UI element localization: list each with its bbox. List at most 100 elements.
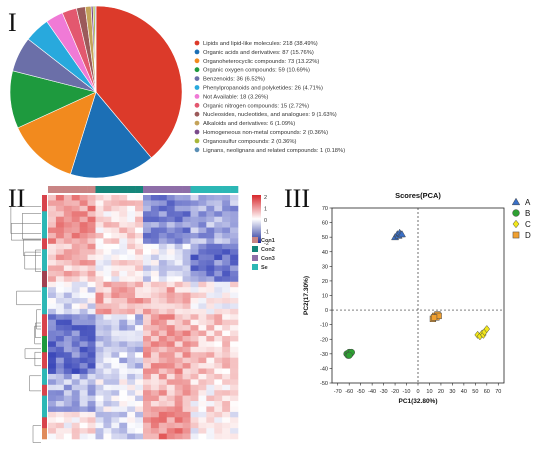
heat-cell: [63, 195, 73, 201]
legend-marker-8: [194, 111, 200, 117]
heat-cell: [135, 352, 144, 358]
heat-cell: [79, 335, 88, 342]
heat-scale-tick: 2: [264, 195, 267, 201]
heat-cell: [182, 216, 191, 223]
heat-cell: [150, 384, 160, 391]
heat-cell: [111, 254, 120, 261]
heat-cell: [143, 417, 152, 424]
heat-cell: [95, 406, 104, 413]
heat-cell: [166, 330, 175, 337]
pca-point-C: [483, 325, 491, 334]
heat-cell: [55, 330, 65, 337]
heat-cell: [71, 341, 80, 348]
heat-cell: [55, 249, 65, 255]
column-group-bar: [119, 186, 128, 193]
heat-cell: [230, 411, 239, 418]
heat-cell: [158, 390, 168, 396]
heat-cell: [150, 281, 160, 288]
heat-cell: [135, 211, 144, 217]
heat-cell: [135, 411, 144, 418]
heat-cell: [48, 335, 57, 342]
heat-cell: [71, 287, 80, 293]
heat-cell: [79, 363, 88, 369]
heat-cell: [190, 363, 199, 369]
heat-cell: [158, 232, 168, 239]
heat-cell: [48, 417, 57, 424]
heat-cell: [111, 395, 120, 402]
heat-cell: [230, 401, 239, 407]
heat-cell: [182, 395, 191, 402]
heat-cell: [87, 238, 96, 245]
heat-cell: [222, 303, 231, 310]
heat-cell: [87, 357, 96, 364]
heat-cell: [158, 335, 168, 342]
heat-cell: [198, 260, 207, 266]
heat-cell: [143, 254, 152, 261]
legend-marker-1: [194, 49, 200, 55]
heat-cell: [48, 254, 57, 261]
heat-cell: [135, 390, 144, 396]
row-cluster-bar: [42, 211, 47, 239]
heat-cell: [166, 205, 175, 212]
column-group-bar: [48, 186, 57, 193]
heat-cell: [63, 314, 73, 321]
heat-cell: [119, 346, 128, 353]
heat-cell: [190, 276, 199, 283]
heat-cell: [135, 287, 144, 293]
pca-legend-marker-A: [511, 197, 521, 206]
heat-cell: [150, 325, 160, 331]
heat-cell: [222, 428, 231, 434]
heat-cell: [135, 319, 144, 326]
heat-cell: [111, 319, 120, 326]
heat-cell: [182, 346, 191, 353]
heat-cell: [111, 232, 120, 239]
heat-cell: [198, 281, 207, 288]
heat-cell: [166, 211, 175, 217]
heat-cell: [190, 314, 199, 321]
heat-cell: [190, 260, 199, 266]
heat-cell: [127, 325, 136, 331]
heat-cell: [48, 270, 57, 277]
heat-cell: [182, 325, 191, 331]
heat-cell: [111, 368, 120, 375]
heat-cell: [79, 352, 88, 358]
column-group-bar: [230, 186, 239, 193]
heat-cell: [150, 276, 160, 283]
heat-cell: [150, 406, 160, 413]
heat-cell: [103, 346, 112, 353]
heat-cell: [190, 428, 199, 434]
column-group-bar: [71, 186, 80, 193]
heat-cell: [48, 200, 57, 207]
heat-cell: [71, 428, 80, 434]
heat-cell: [79, 330, 88, 337]
heat-cell: [158, 308, 168, 315]
heat-cell: [48, 205, 57, 212]
pca-y-tick-label: -50: [320, 381, 328, 387]
heat-cell: [119, 216, 128, 223]
legend-marker-2: [194, 58, 200, 64]
pca-y-tick-label: 30: [322, 264, 328, 270]
heat-cell: [198, 222, 207, 228]
heat-cell: [190, 379, 199, 386]
heat-cell: [190, 384, 199, 391]
heat-group-legend-label: Con2: [261, 247, 275, 253]
heat-cell: [143, 373, 152, 380]
column-group-bar: [135, 186, 144, 193]
heat-cell: [143, 384, 152, 391]
pca-y-tick-label: 50: [322, 235, 328, 241]
pie-slice-2: [17, 91, 97, 175]
heat-cell: [111, 276, 120, 283]
legend-marker-9: [194, 120, 200, 126]
heat-cell: [127, 352, 136, 358]
legend-label-4: Benzenoids: 36 (6.52%): [203, 77, 265, 83]
heat-cell: [166, 243, 175, 250]
heat-cell: [158, 368, 168, 375]
heat-cell: [158, 205, 168, 212]
heat-cell: [55, 195, 65, 201]
heat-cell: [87, 330, 96, 337]
heat-cell: [111, 417, 120, 424]
heat-cell: [48, 281, 57, 288]
heat-cell: [63, 254, 73, 261]
heat-cell: [206, 195, 215, 201]
heat-cell: [190, 390, 199, 396]
